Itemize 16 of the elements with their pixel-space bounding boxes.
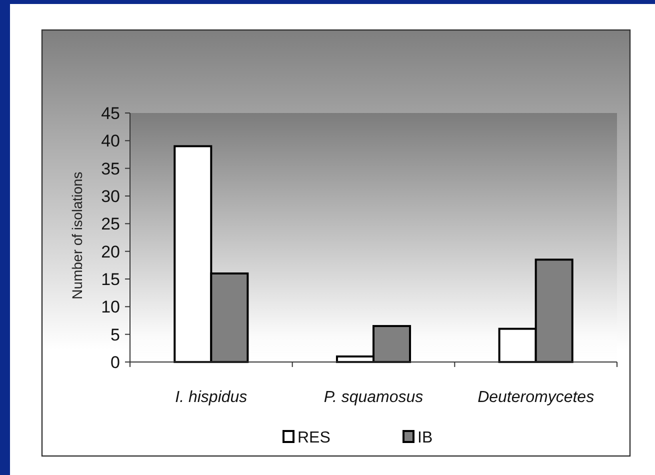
y-tick-label: 45 (101, 104, 120, 123)
y-tick-label: 30 (101, 186, 120, 206)
legend-label: IB (418, 430, 433, 447)
x-tick-label: I. hispidus (175, 389, 248, 406)
legend-label: RES (298, 430, 330, 447)
y-tick-label: 40 (101, 132, 120, 151)
x-tick-label: P. squamosus (324, 389, 424, 406)
y-axis-title: Number of isolations (68, 172, 85, 300)
y-tick-label: 35 (101, 159, 120, 178)
y-tick-label: 5 (110, 325, 120, 344)
y-tick-label: 0 (110, 352, 120, 372)
y-tick-label: 10 (101, 298, 120, 317)
y-tick-label: 25 (101, 214, 120, 234)
y-tick-label: 20 (101, 242, 120, 262)
y-tick-label: 15 (101, 270, 120, 289)
x-tick-label: Deuteromycetes (478, 389, 594, 406)
